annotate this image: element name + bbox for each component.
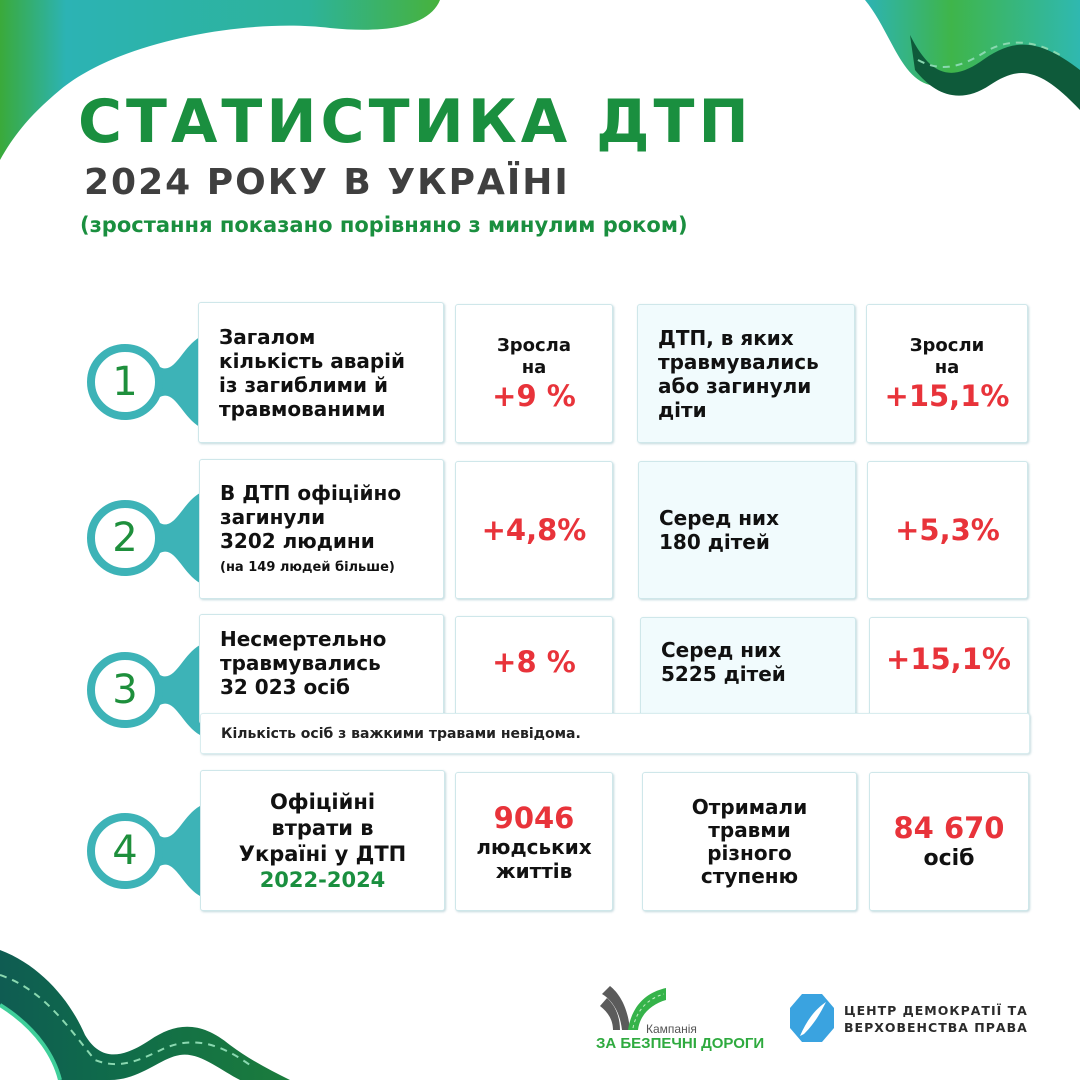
row2-label-note: (на 149 людей більше) xyxy=(220,560,395,575)
row3-change-value: +8 % xyxy=(492,645,576,679)
row1-children-label-line: діти xyxy=(658,397,707,422)
row1-label-line: кількість аварій xyxy=(219,348,406,373)
row4-injured-label-line: різного xyxy=(707,840,792,865)
page-title: СТАТИСТИКА ДТП xyxy=(78,87,753,157)
row1-change-card: Зросла на +9 % xyxy=(455,304,613,443)
center-logo-line2: ВЕРХОВЕНСТВА ПРАВА xyxy=(844,1020,1028,1035)
row3-children-label-line: Серед них xyxy=(661,638,781,662)
row4-deaths-unit: людських xyxy=(476,834,592,859)
connector-2 xyxy=(160,493,200,583)
row4-injured-label-line: Отримали xyxy=(691,794,808,819)
row2-label-line: загинули xyxy=(220,505,326,529)
comparison-note: (зростання показано порівняно з минулим … xyxy=(80,213,688,237)
row2-label-card: В ДТП офіційно загинули 3202 людини (на … xyxy=(199,459,444,599)
row4-label-card: Офіційні втрати в Україні у ДТП 2022-202… xyxy=(200,770,445,911)
road-v-icon xyxy=(600,986,666,1030)
row4-injured-label-line: ступеню xyxy=(700,863,799,888)
top-left-wave-decoration xyxy=(0,0,440,160)
row2-change-card: +4,8% xyxy=(455,461,613,599)
row3-children-change-card: +15,1% xyxy=(869,617,1028,724)
row-number-4: 4 xyxy=(87,813,163,889)
row3-children-label-line: 5225 дітей xyxy=(661,662,786,686)
campaign-logo: Кампанія ЗА БЕЗПЕЧНІ ДОРОГИ xyxy=(596,984,764,1054)
bottom-left-road-decoration xyxy=(0,950,290,1080)
campaign-logo-name: ЗА БЕЗПЕЧНІ ДОРОГИ xyxy=(596,1035,765,1052)
row1-children-card: ДТП, в яких травмувались або загинули ді… xyxy=(637,304,855,443)
row4-injured-label-card: Отримали травми різного ступеню xyxy=(642,772,857,911)
row4-label-line: Україні у ДТП xyxy=(238,841,407,866)
serious-injuries-footnote: Кількість осіб з важкими травами невідом… xyxy=(200,713,1030,754)
row3-children-change-value: +15,1% xyxy=(886,642,1011,676)
row1-children-label-line: або загинули xyxy=(658,373,812,398)
row2-children-change-value: +5,3% xyxy=(895,513,1000,547)
row4-deaths-card: 9046 людських життів xyxy=(455,772,613,911)
row2-children-label-line: 180 дітей xyxy=(659,530,770,554)
row1-change-prefix: Зросла xyxy=(496,334,572,356)
top-right-road-decoration xyxy=(865,0,1080,110)
row2-label-line: 3202 людини xyxy=(220,529,375,553)
row4-injured-value: 84 670 xyxy=(893,810,1005,845)
row1-children-change-card: Зросли на +15,1% xyxy=(866,304,1028,443)
row1-change-prefix: на xyxy=(521,356,547,378)
connector-1 xyxy=(160,337,200,427)
feather-icon xyxy=(790,994,834,1042)
row1-change-value: +9 % xyxy=(492,378,576,413)
center-logo-line1: ЦЕНТР ДЕМОКРАТІЇ ТА xyxy=(844,1003,1028,1018)
campaign-logo-small: Кампанія xyxy=(646,1022,697,1036)
row4-injured-unit: осіб xyxy=(923,845,975,871)
row4-label-period: 2022-2024 xyxy=(259,867,386,892)
row1-children-label-line: травмувались xyxy=(658,349,819,374)
row3-label-line: Несмертельно xyxy=(220,627,387,651)
row4-deaths-value: 9046 xyxy=(493,800,575,835)
row4-deaths-unit: життів xyxy=(495,858,573,883)
row3-label-line: 32 023 осіб xyxy=(220,675,350,699)
row4-injured-label-line: травми xyxy=(708,817,791,842)
row2-change-value: +4,8% xyxy=(481,513,587,547)
row3-label-card: Несмертельно травмувались 32 023 осіб xyxy=(199,614,444,724)
page-subtitle: 2024 РОКУ В УКРАЇНІ xyxy=(84,162,570,203)
row1-label-line: травмованими xyxy=(219,396,386,421)
row1-children-change-prefix: Зросли xyxy=(909,334,985,356)
row-number-3: 3 xyxy=(87,652,163,728)
row1-label-card: Загалом кількість аварій із загиблими й … xyxy=(198,302,444,443)
row3-children-card: Серед них 5225 дітей xyxy=(640,617,856,724)
connector-3 xyxy=(160,645,200,735)
row1-children-change-value: +15,1% xyxy=(884,378,1010,413)
row1-label-line: Загалом xyxy=(219,324,316,349)
row4-label-line: Офіційні xyxy=(269,789,376,814)
row1-children-label-line: ДТП, в яких xyxy=(658,325,794,350)
row3-change-card: +8 % xyxy=(455,616,613,724)
row4-injured-value-card: 84 670 осіб xyxy=(869,772,1029,911)
row2-label-line: В ДТП офіційно xyxy=(220,481,402,505)
connector-4 xyxy=(160,806,200,896)
row3-label-line: травмувались xyxy=(220,651,381,675)
row-number-2: 2 xyxy=(87,500,163,576)
row4-label-line: втрати в xyxy=(271,815,374,840)
row1-children-change-prefix: на xyxy=(934,356,960,378)
row2-children-card: Серед них 180 дітей xyxy=(638,461,856,599)
row2-children-change-card: +5,3% xyxy=(867,461,1028,599)
row2-children-label-line: Серед них xyxy=(659,506,779,530)
row1-label-line: із загиблими й xyxy=(219,372,388,397)
row-number-1: 1 xyxy=(87,344,163,420)
